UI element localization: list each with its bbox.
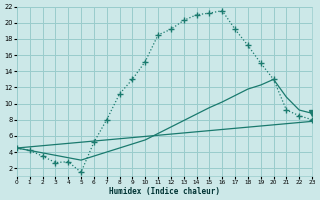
X-axis label: Humidex (Indice chaleur): Humidex (Indice chaleur): [109, 187, 220, 196]
